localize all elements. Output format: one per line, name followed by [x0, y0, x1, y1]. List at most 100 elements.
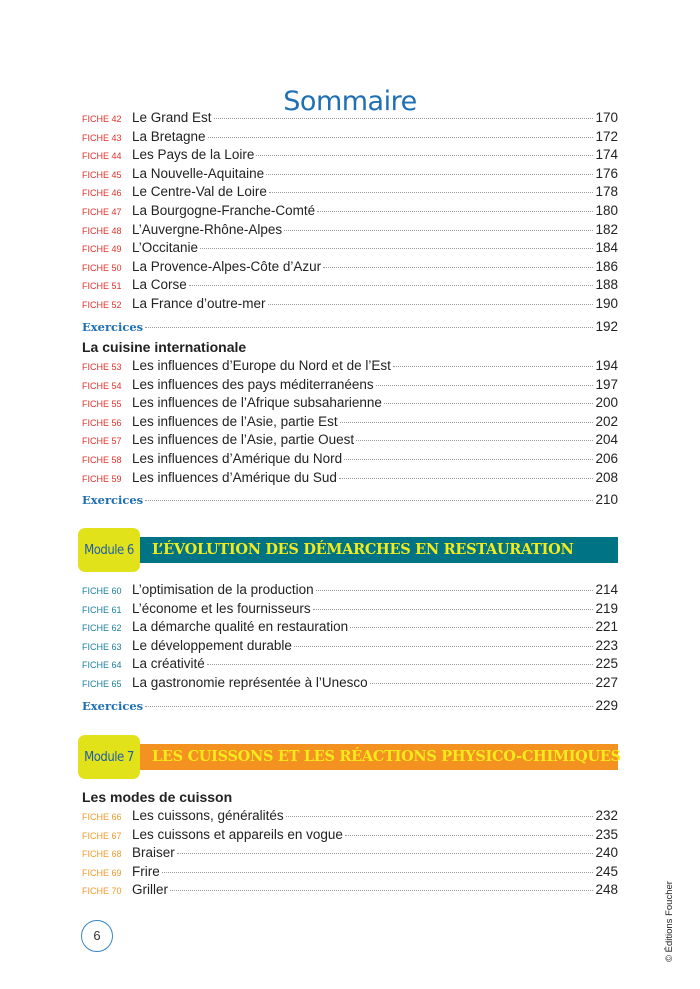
fiche-number: FICHE 64: [82, 660, 122, 671]
dot-leader: [170, 890, 594, 892]
toc-entry[interactable]: FICHE 49 L’Occitanie 184: [82, 239, 618, 258]
toc-entry[interactable]: FICHE 58 Les influences d’Amérique du Nor…: [82, 450, 618, 469]
toc-entry[interactable]: FICHE 62 La démarche qualité en restaurat…: [82, 618, 618, 637]
entry-title: La France d’outre-mer: [132, 295, 266, 311]
dot-leader: [213, 118, 594, 119]
toc-entry[interactable]: FICHE 68 Braiser 240: [82, 844, 618, 863]
entry-page: 178: [595, 184, 618, 200]
dot-leader: [293, 645, 594, 647]
dot-leader: [375, 384, 594, 386]
toc-entry[interactable]: FICHE 70 Griller 248: [82, 881, 618, 900]
entry-page: 214: [595, 582, 618, 597]
dot-leader: [344, 834, 594, 836]
toc-entry[interactable]: FICHE 57 Les influences de l’Asie, partie…: [82, 431, 618, 450]
entry-page: 200: [595, 395, 618, 411]
fiche-number: FICHE 54: [82, 380, 122, 391]
entry-title: Les influences de l’Afrique subsaharienn…: [132, 395, 382, 411]
fiche-number: FICHE 46: [82, 188, 122, 199]
fiche-number: FICHE 45: [82, 169, 122, 180]
fiche-number: FICHE 70: [82, 886, 122, 897]
dot-leader: [344, 458, 594, 460]
toc-entry[interactable]: FICHE 46 Le Centre-Val de Loire 178: [82, 183, 618, 202]
entry-page: 172: [595, 128, 618, 144]
toc-entry[interactable]: FICHE 47 La Bourgogne-Franche-Comté 180: [82, 202, 618, 221]
module-6-tag: Module 6: [78, 528, 140, 572]
entry-title: L’optimisation de la production: [132, 582, 314, 597]
entry-page: 225: [595, 656, 618, 672]
toc-entry[interactable]: FICHE 51 La Corse 188: [82, 276, 618, 295]
exercices-entry[interactable]: Exercices 210: [82, 489, 618, 510]
toc-entry[interactable]: FICHE 69 Frire 245: [82, 863, 618, 882]
page-number: 6: [81, 920, 113, 952]
entry-page: 182: [595, 221, 618, 237]
toc-entry[interactable]: FICHE 63 Le développement durable 223: [82, 637, 618, 656]
exercices-page: 192: [595, 318, 618, 334]
toc-entry[interactable]: FICHE 65 La gastronomie représentée à l’U…: [82, 674, 618, 693]
toc-entry[interactable]: FICHE 64 La créativité 225: [82, 655, 618, 674]
entry-title: Les influences d’Europe du Nord et de l’…: [132, 358, 391, 373]
toc-entry[interactable]: FICHE 43 La Bretagne 172: [82, 128, 618, 147]
entry-page: 245: [595, 863, 618, 879]
fiche-number: FICHE 55: [82, 399, 122, 410]
dot-leader: [200, 248, 594, 250]
dot-leader: [188, 285, 594, 287]
dot-leader: [145, 500, 594, 502]
module-6-banner[interactable]: Module 6 L’ÉVOLUTION DES DÉMARCHES EN RE…: [78, 528, 618, 572]
fiche-number: FICHE 58: [82, 454, 122, 465]
entry-title: Frire: [132, 863, 160, 879]
exercices-label: Exercices: [82, 493, 144, 508]
entry-page: 240: [595, 845, 618, 861]
toc-entry[interactable]: FICHE 60 L’optimisation de la production 2…: [82, 581, 618, 600]
entry-page: 170: [595, 110, 618, 125]
entry-title: Le Centre-Val de Loire: [132, 184, 267, 200]
entry-page: 208: [595, 469, 618, 485]
module-7-banner[interactable]: Module 7 LES CUISSONS ET LES RÉACTIONS P…: [78, 735, 621, 779]
entry-page: 204: [595, 432, 618, 448]
fiche-number: FICHE 68: [82, 849, 122, 860]
toc-entry[interactable]: FICHE 59 Les influences d’Amérique du Sud…: [82, 469, 618, 488]
fiche-number: FICHE 44: [82, 151, 122, 162]
fiche-number: FICHE 67: [82, 830, 122, 841]
toc-entry[interactable]: FICHE 48 L’Auvergne-Rhône-Alpes 182: [82, 221, 618, 240]
fiche-number: FICHE 47: [82, 206, 122, 217]
entry-page: 188: [595, 277, 618, 293]
section-heading: La cuisine internationale: [82, 339, 247, 355]
toc-entry[interactable]: FICHE 52 La France d’outre-mer 190: [82, 295, 618, 314]
entry-title: Griller: [132, 882, 168, 898]
page-title: Sommaire: [283, 86, 417, 118]
toc-entry[interactable]: FICHE 53 Les influences d’Europe du Nord …: [82, 357, 618, 376]
toc-entry[interactable]: FICHE 55 Les influences de l’Afrique subs…: [82, 394, 618, 413]
fiche-number: FICHE 63: [82, 641, 122, 652]
dot-leader: [145, 705, 594, 707]
entry-title: Les influences d’Amérique du Nord: [132, 450, 343, 466]
entry-title: Les influences des pays méditerranéens: [132, 376, 374, 392]
toc-entry[interactable]: FICHE 45 La Nouvelle-Aquitaine 176: [82, 165, 618, 184]
exercices-entry[interactable]: Exercices 229: [82, 695, 618, 716]
dot-leader: [206, 664, 594, 666]
toc-entry[interactable]: FICHE 50 La Provence-Alpes-Côte d’Azur 186: [82, 258, 618, 277]
fiche-number: FICHE 66: [82, 812, 122, 822]
fiche-number: FICHE 53: [82, 362, 122, 372]
toc-entry[interactable]: FICHE 44 Les Pays de la Loire 174: [82, 146, 618, 165]
toc-entry[interactable]: FICHE 61 L’économe et les fournisseurs 219: [82, 600, 618, 619]
toc-entry[interactable]: FICHE 67 Les cuissons et appareils en vog…: [82, 826, 618, 845]
toc-group-regions: FICHE 42 Le Grand Est 170 FICHE 43 La Bretag…: [82, 109, 618, 337]
entry-title: Braiser: [132, 845, 175, 861]
toc-entry[interactable]: FICHE 66 Les cuissons, généralités 232: [82, 807, 618, 826]
toc-group-international: La cuisine internationale FICHE 53 Les inf…: [82, 337, 618, 510]
exercices-entry[interactable]: Exercices 192: [82, 316, 618, 337]
fiche-number: FICHE 61: [82, 604, 122, 615]
entry-title: La Bretagne: [132, 128, 206, 144]
entry-title: Le Grand Est: [132, 110, 212, 125]
toc-entry[interactable]: FICHE 42 Le Grand Est 170: [82, 109, 618, 128]
module-6-title: L’ÉVOLUTION DES DÉMARCHES EN RESTAURATIO…: [140, 537, 618, 563]
entry-title: La Provence-Alpes-Côte d’Azur: [132, 258, 322, 274]
fiche-number: FICHE 56: [82, 417, 122, 428]
toc-group-cuissons: Les modes de cuisson FICHE 66 Les cuissons…: [82, 787, 618, 900]
dot-leader: [339, 421, 594, 423]
entry-page: 194: [595, 358, 618, 373]
dot-leader: [392, 366, 594, 367]
toc-entry[interactable]: FICHE 56 Les influences de l’Asie, partie…: [82, 413, 618, 432]
fiche-number: FICHE 60: [82, 586, 122, 596]
toc-entry[interactable]: FICHE 54 Les influences des pays méditerr…: [82, 376, 618, 395]
